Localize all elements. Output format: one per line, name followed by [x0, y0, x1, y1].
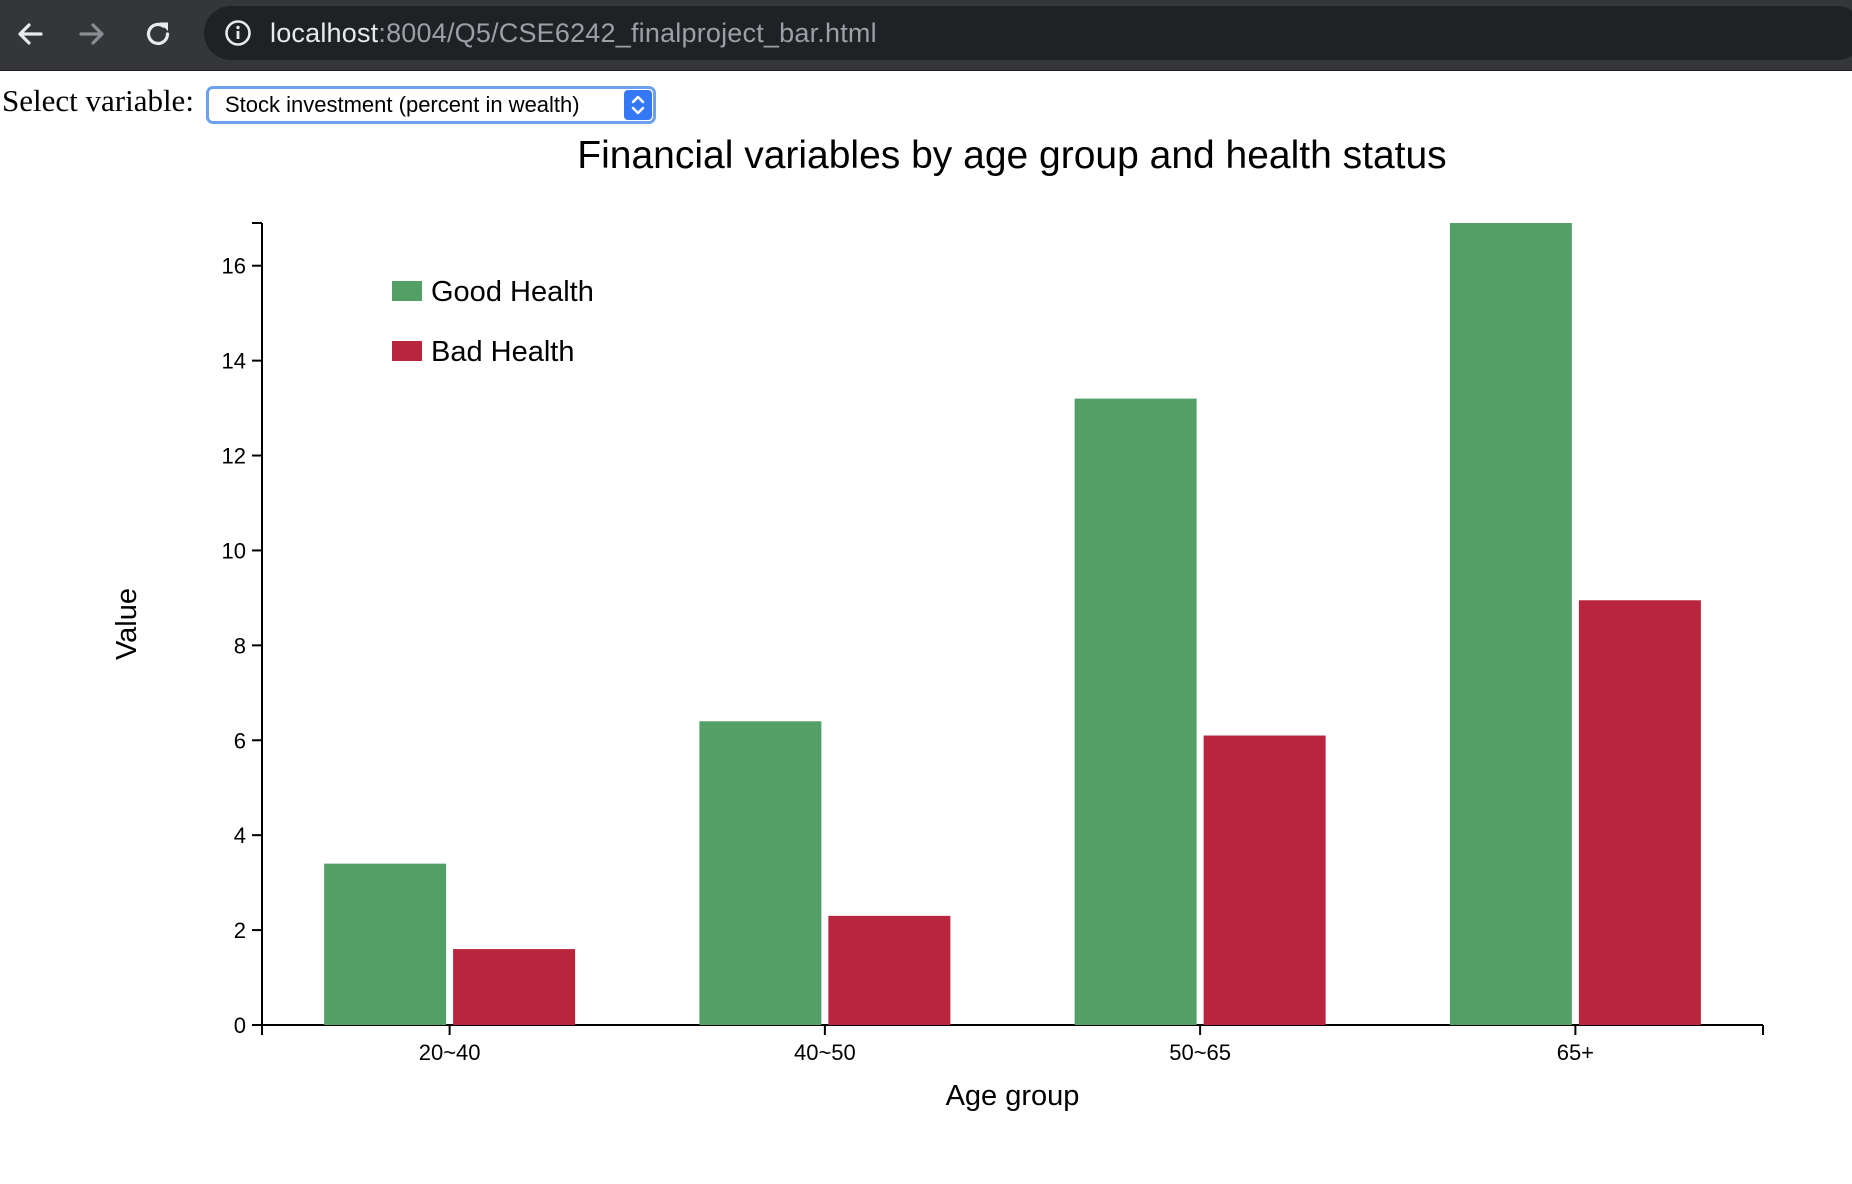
reload-button[interactable] — [138, 14, 178, 54]
x-tick-label: 50~65 — [1169, 1040, 1231, 1065]
legend-label: Good Health — [431, 276, 594, 308]
y-tick-label: 10 — [222, 538, 246, 563]
y-tick-label: 16 — [222, 254, 246, 279]
bar-good-health — [1449, 223, 1572, 1025]
y-tick-label: 0 — [234, 1013, 246, 1038]
bar-good-health — [1074, 398, 1197, 1025]
y-tick-label: 6 — [234, 728, 246, 753]
back-button[interactable] — [10, 14, 50, 54]
bar-bad-health — [453, 949, 576, 1025]
back-arrow-icon — [18, 23, 43, 45]
y-tick-label: 12 — [222, 444, 246, 469]
y-tick-label: 2 — [234, 918, 246, 943]
x-tick-label: 40~50 — [794, 1040, 856, 1065]
bar-good-health — [324, 863, 447, 1025]
x-tick-label: 20~40 — [419, 1040, 481, 1065]
info-icon[interactable] — [224, 19, 252, 47]
variable-select-value: Stock investment (percent in wealth) — [225, 92, 580, 117]
select-arrows-icon[interactable] — [624, 90, 652, 120]
bar-bad-health — [1578, 600, 1701, 1025]
address-bar[interactable]: localhost:8004/Q5/CSE6242_finalproject_b… — [204, 6, 1852, 60]
bar-bad-health — [1203, 735, 1326, 1025]
y-tick-label: 14 — [222, 349, 246, 374]
legend-swatch — [392, 341, 422, 361]
bar-bad-health — [828, 915, 951, 1025]
forward-arrow-icon — [79, 23, 104, 45]
variable-select[interactable]: Stock investment (percent in wealth) — [206, 86, 656, 124]
select-variable-label: Select variable: — [2, 83, 194, 118]
legend-label: Bad Health — [431, 336, 575, 368]
y-tick-label: 4 — [234, 823, 246, 848]
url-path: :8004/Q5/CSE6242_finalproject_bar.html — [378, 18, 877, 48]
forward-button[interactable] — [72, 14, 112, 54]
browser-toolbar: localhost:8004/Q5/CSE6242_finalproject_b… — [0, 0, 1852, 71]
legend-swatch — [392, 281, 422, 301]
y-axis-title: Value — [111, 588, 143, 660]
chart-title: Financial variables by age group and hea… — [577, 134, 1447, 177]
url-host: localhost — [270, 18, 379, 48]
x-axis-title: Age group — [946, 1080, 1080, 1112]
x-tick-label: 65+ — [1557, 1040, 1594, 1065]
bar-good-health — [699, 721, 822, 1025]
y-tick-label: 8 — [234, 633, 246, 658]
reload-icon — [146, 22, 170, 46]
url-text: localhost:8004/Q5/CSE6242_finalproject_b… — [270, 16, 877, 50]
